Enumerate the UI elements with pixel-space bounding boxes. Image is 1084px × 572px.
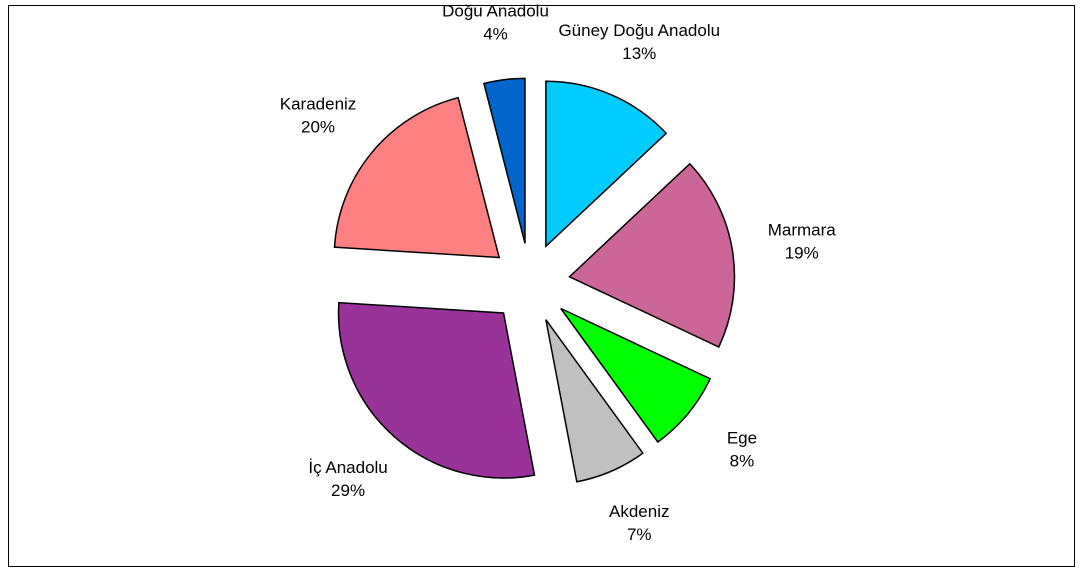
slice-label: İç Anadolu [308,458,387,477]
pie-slice [568,162,736,348]
slice-value-label: 8% [730,451,755,470]
slice-value-label: 13% [622,44,656,63]
slice-label: Güney Doğu Anadolu [558,21,720,40]
pie-slice [545,80,668,249]
slice-value-label: 29% [331,481,365,500]
pie-slice [333,96,501,259]
slice-label: Doğu Anadolu [442,2,549,21]
pie-slice [337,301,536,479]
chart-frame [8,5,1075,567]
slice-label: Marmara [768,220,837,239]
slice-value-label: 20% [301,117,335,136]
slice-label: Ege [727,428,757,447]
pie-slice [483,77,526,244]
slice-label: Karadeniz [280,94,357,113]
pie-slice [545,319,644,483]
slice-value-label: 19% [785,243,819,262]
pie-slice [560,307,712,444]
slice-label: Akdeniz [609,502,669,521]
slice-value-label: 7% [627,525,652,544]
slice-value-label: 4% [483,25,508,44]
